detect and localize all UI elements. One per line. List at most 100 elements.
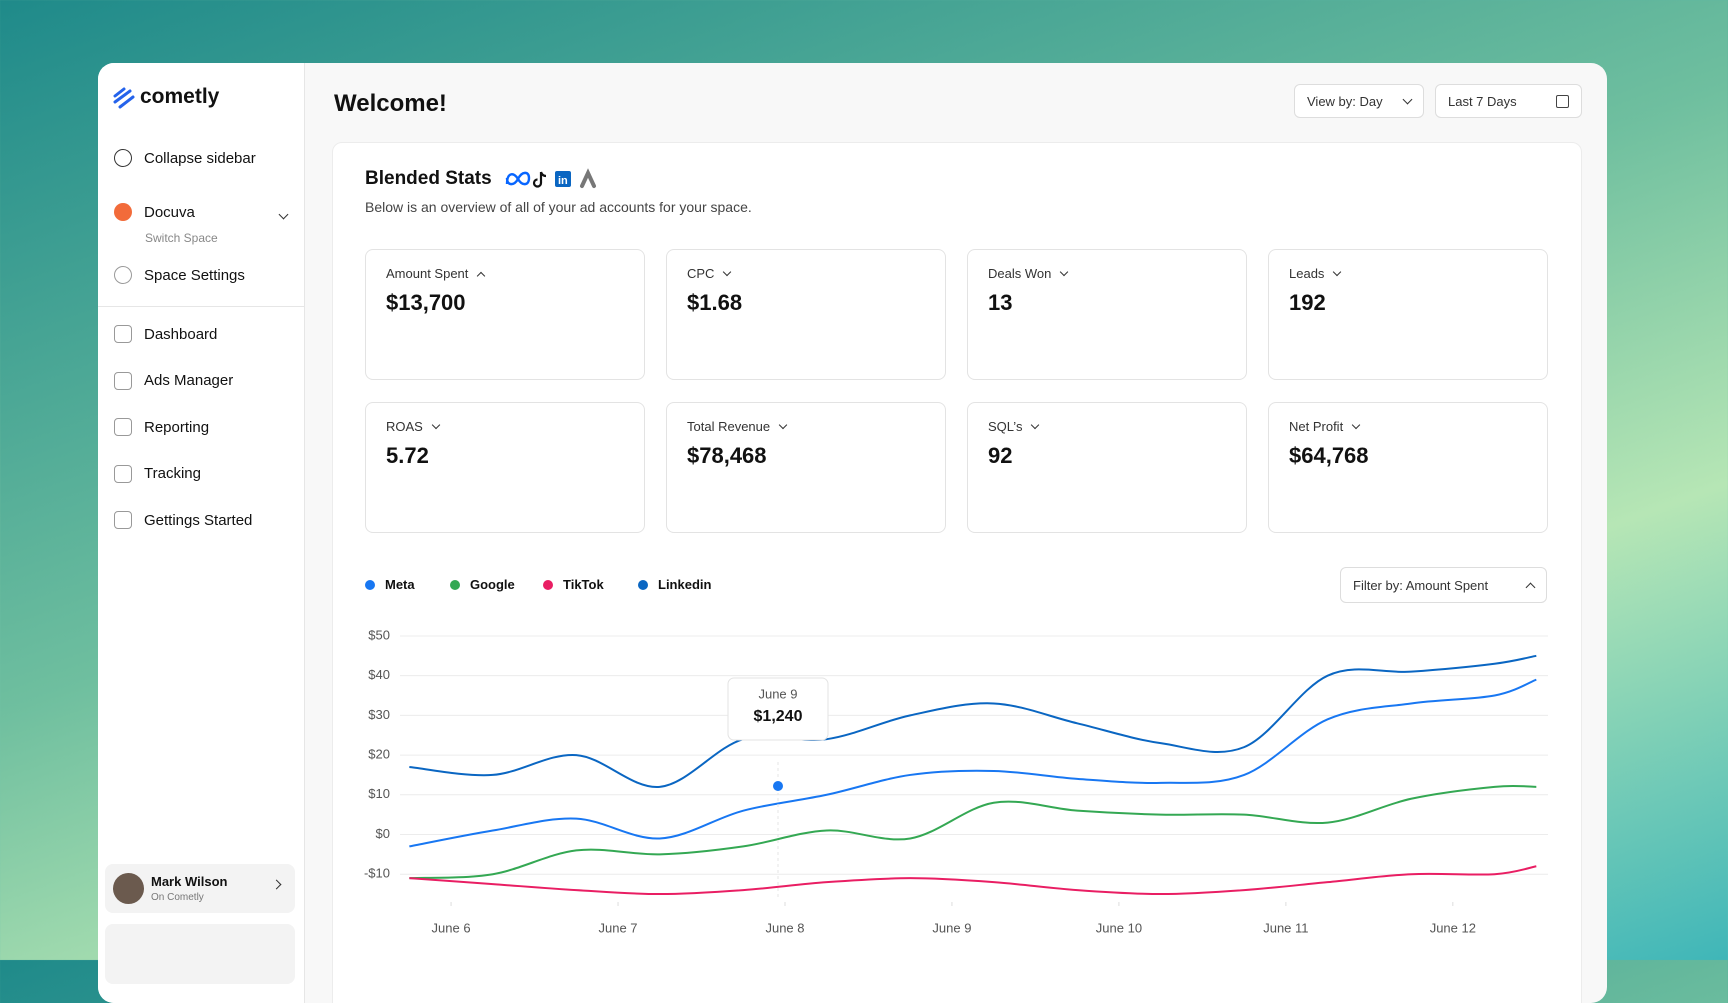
stat-label: Leads [1289,266,1325,281]
stat-value: $78,468 [687,443,767,468]
view-by-label: View by: Day [1307,93,1383,109]
stat-card[interactable]: SQL’s 92 [967,402,1247,533]
overview-title: Blended Stats [365,168,492,189]
nav-icon [114,371,132,390]
nav-label: Dashboard [144,325,218,343]
chevron [271,879,282,890]
nav-icon [114,325,132,343]
chevron [477,271,486,280]
legend-item[interactable]: Linkedin [638,577,711,592]
space-subtitle: Switch Space [145,231,218,245]
legend-label: Meta [385,577,415,592]
chevron [1031,420,1040,429]
chevron [1402,94,1413,104]
nav-item[interactable]: Dashboard [114,325,217,343]
nav-label: Ads Manager [144,372,234,389]
nav-label: Gettings Started [144,511,253,529]
legend-label: TikTok [563,577,604,592]
calendar-icon [1556,94,1569,108]
nav-item[interactable]: Reporting [114,418,209,436]
stat-card[interactable]: Leads 192 [1268,249,1548,380]
chevron [278,209,289,220]
stat-value: 192 [1289,290,1326,315]
stat-label-row: Deals Won [988,266,1069,281]
legend-label: Linkedin [658,577,712,592]
stat-value: 92 [988,443,1013,468]
collapse-button[interactable]: Collapse sidebar [114,149,256,167]
chevron [1525,582,1536,592]
date-range-dropdown[interactable]: Last 7 Days [1435,84,1582,118]
stat-label-row: Amount Spent [386,266,486,281]
stat-label-row: Leads [1289,266,1342,281]
user-card[interactable]: Mark Wilson On Cometly [105,864,295,913]
nav-label: Reporting [144,418,210,436]
avatar [113,873,144,904]
legend-swatch [638,579,648,590]
sidebar: cometly Collapse sidebar Docuva Switch S… [98,63,305,1003]
legend-item[interactable]: Meta [365,577,415,592]
stat-value: 5.72 [386,443,429,468]
legend-item[interactable]: TikTok [543,577,604,592]
filter-dropdown[interactable]: Filter by: Amount Spent [1340,567,1547,603]
app-window: cometly Collapse sidebar Docuva Switch S… [98,63,1607,1003]
svg-text:in: in [558,175,568,187]
page-title: Welcome! [334,90,447,117]
stat-value: $13,700 [386,290,466,315]
divider [98,306,305,307]
overview-card: Blended Stats in Below is an overview of… [332,142,1582,1003]
nav-item[interactable]: Tracking [114,464,201,483]
stat-card[interactable]: Total Revenue $78,468 [666,402,946,533]
legend-swatch [365,579,375,590]
stat-value: $64,768 [1289,443,1369,468]
view-by-dropdown[interactable]: View by: Day [1294,84,1424,118]
stat-label: SQL’s [988,419,1023,434]
stat-label-row: CPC [687,266,732,281]
chevron [1333,267,1342,276]
stat-card[interactable]: Amount Spent $13,700 [365,249,645,380]
stat-label-row: Net Profit [1289,419,1361,434]
stat-label-row: Total Revenue [687,419,788,434]
brand: cometly [140,85,220,108]
stat-value: 13 [988,290,1013,315]
legend-swatch [450,579,460,590]
legend-item[interactable]: Google [450,577,515,592]
stat-card[interactable]: CPC $1.68 [666,249,946,380]
chevron [778,420,788,429]
user-subtitle: On Cometly [151,892,204,903]
nav-icon [114,464,132,483]
nav-item[interactable]: Ads Manager [114,371,234,390]
nav-item[interactable]: Gettings Started [114,511,252,529]
nav-icon [114,511,132,529]
space-settings[interactable]: Space Settings [114,266,245,284]
overview-subtitle: Below is an overview of all of your ad a… [365,199,752,215]
space-name: Docuva [144,203,195,221]
chevron [1060,267,1069,276]
stat-label: Total Revenue [687,419,771,434]
progress-card [105,924,295,984]
stat-label: ROAS [386,419,423,434]
stat-card[interactable]: ROAS 5.72 [365,402,645,533]
nav-label: Tracking [144,465,201,482]
stat-label: Net Profit [1289,419,1344,434]
stat-label-row: SQL’s [988,419,1040,434]
chevron [1351,420,1361,429]
legend-swatch [543,579,553,590]
stat-label: CPC [687,266,715,281]
stat-label-row: ROAS [386,419,441,434]
collapse-label: Collapse sidebar [144,149,256,167]
date-range-label: Last 7 Days [1448,93,1517,109]
filter-label: Filter by: Amount Spent [1353,577,1489,593]
user-name: Mark Wilson [151,874,228,889]
stat-card[interactable]: Deals Won 13 [967,249,1247,380]
stat-label: Amount Spent [386,266,469,281]
legend-label: Google [470,577,515,592]
settings-label: Space Settings [144,266,245,284]
stat-card[interactable]: Net Profit $64,768 [1268,402,1548,533]
platform-icons: in [505,168,596,188]
logo-mark [113,87,135,109]
stat-label: Deals Won [988,266,1052,281]
nav-icon [114,418,132,436]
space-switcher[interactable]: Docuva [114,203,195,221]
chevron [431,420,441,429]
